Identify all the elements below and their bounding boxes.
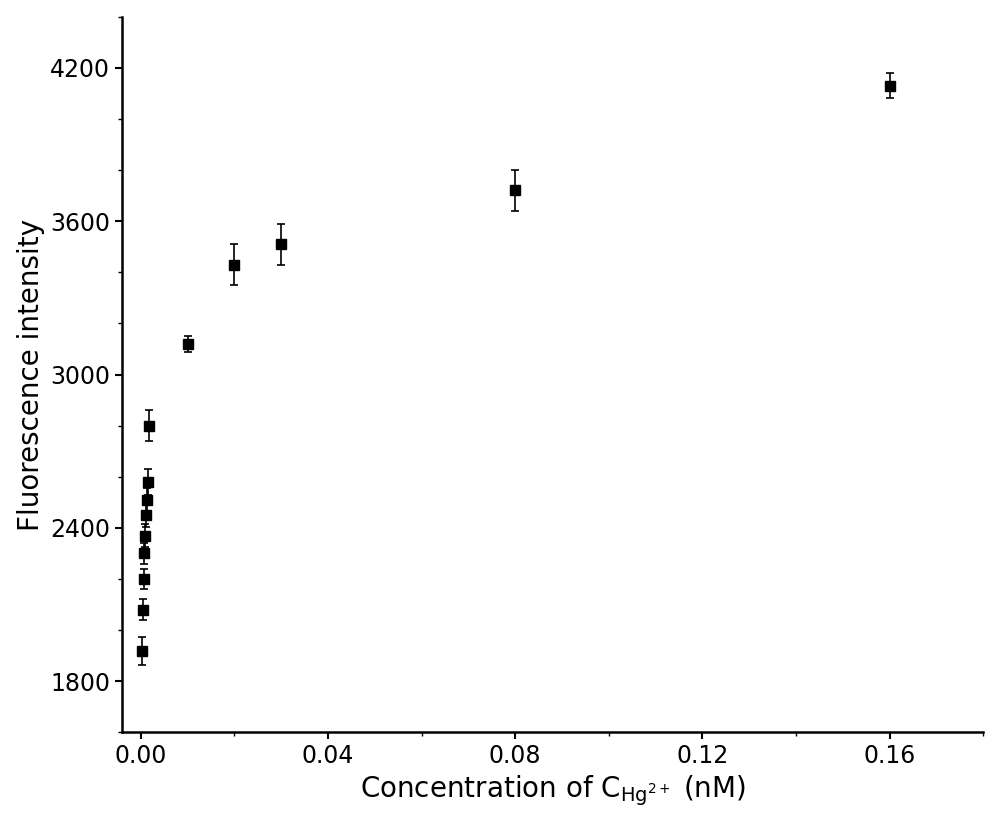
X-axis label: Concentration of $\mathregular{C_{Hg^{2+}}}$ (nM): Concentration of $\mathregular{C_{Hg^{2+… [360,774,746,808]
Y-axis label: Fluorescence intensity: Fluorescence intensity [17,219,45,530]
